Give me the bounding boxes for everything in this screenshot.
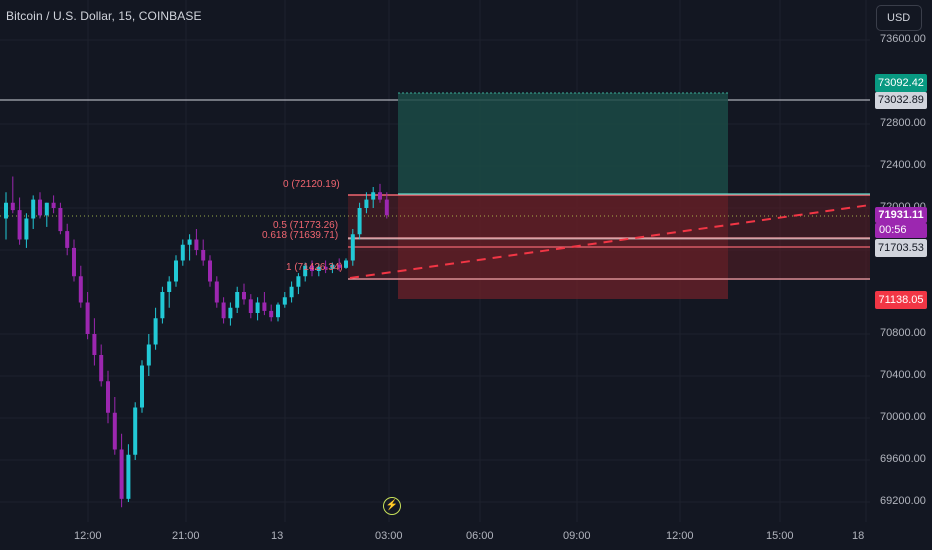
candle-body: [10, 202, 15, 211]
y-tick-label: 70800.00: [880, 327, 926, 339]
symbol-title[interactable]: Bitcoin / U.S. Dollar, 15, COINBASE: [6, 9, 202, 23]
candle-body: [201, 250, 206, 261]
candle-body: [364, 199, 369, 208]
candles: [4, 176, 389, 508]
candle-body: [262, 302, 267, 311]
fib-label-0: 0 (72120.19): [283, 179, 340, 190]
y-tick-label: 70400.00: [880, 369, 926, 381]
candle-body: [248, 299, 253, 313]
candle-body: [357, 208, 362, 235]
entry-price-tag: 71703.53: [875, 239, 927, 257]
x-tick-label: 12:00: [74, 530, 102, 542]
candle-body: [323, 266, 328, 269]
trend-line[interactable]: [349, 204, 871, 279]
target-price-tag: 73092.42: [875, 74, 927, 92]
candle-body: [17, 210, 22, 240]
candle-body: [344, 260, 348, 268]
y-tick-label: 70000.00: [880, 411, 926, 423]
candle-body: [106, 381, 110, 413]
candle-body: [214, 281, 219, 303]
candle-body: [316, 266, 321, 271]
candle-body: [255, 302, 260, 313]
candle-body: [350, 234, 355, 261]
candle-body: [296, 276, 301, 287]
y-tick-label: 69200.00: [880, 495, 926, 507]
candle-body: [289, 286, 294, 298]
candle-body: [384, 199, 389, 216]
candle-body: [44, 202, 49, 216]
lightning-icon[interactable]: ⚡: [383, 497, 401, 515]
countdown-tag: 00:56: [875, 223, 927, 238]
candle-body: [160, 292, 165, 319]
candle-body: [38, 199, 42, 216]
current-price-tag: 71931.11: [875, 207, 927, 223]
y-tick-label: 69600.00: [880, 453, 926, 465]
candle-body: [180, 244, 185, 261]
candle-body: [187, 239, 192, 245]
candle-body: [31, 199, 36, 219]
candle-body: [330, 264, 335, 269]
candle-body: [228, 307, 233, 319]
y-tick-label: 72400.00: [880, 159, 926, 171]
fib-label-1: 1 (71426.34): [286, 262, 343, 273]
candle-body: [119, 449, 124, 499]
candle-body: [99, 355, 104, 382]
y-tick-label: 73600.00: [880, 33, 926, 45]
stop-price-tag: 71138.05: [875, 291, 927, 309]
candle-body: [167, 281, 172, 292]
candle-body: [85, 302, 90, 334]
x-tick-label: 21:00: [172, 530, 200, 542]
candle-body: [371, 192, 376, 200]
candle-body: [112, 412, 117, 450]
y-tick-label: 72800.00: [880, 117, 926, 129]
x-tick-label: 15:00: [766, 530, 794, 542]
x-tick-label: 03:00: [375, 530, 403, 542]
candle-body: [276, 304, 280, 318]
candle-body: [337, 264, 342, 268]
candle-body: [269, 310, 274, 318]
candle-body: [65, 231, 70, 248]
candle-body: [310, 265, 314, 271]
candle-body: [194, 239, 199, 250]
candle-body: [146, 344, 151, 366]
candle-body: [51, 202, 56, 208]
x-tick-label: 06:00: [466, 530, 494, 542]
candle-body: [378, 192, 382, 200]
candle-body: [242, 292, 246, 300]
candle-body: [92, 334, 97, 355]
x-tick-label: 18: [852, 530, 865, 542]
fib-label-05: 0.5 (71773.26): [273, 220, 339, 231]
candle-body: [4, 202, 8, 219]
fib-label-0618: 0.618 (71639.71): [262, 230, 339, 241]
candle-body: [126, 454, 131, 499]
candle-body: [235, 292, 240, 308]
x-tick-label: 13: [271, 530, 284, 542]
target-zone[interactable]: [398, 93, 728, 195]
candle-body: [140, 365, 144, 408]
candle-body: [133, 407, 138, 455]
candle-body: [72, 247, 76, 277]
candle-body: [153, 318, 158, 345]
candle-body: [282, 297, 287, 305]
candle-body: [221, 302, 226, 319]
level-price-tag: 73032.89: [875, 92, 927, 109]
candle-body: [174, 260, 178, 282]
x-tick-label: 12:00: [666, 530, 694, 542]
candle-body: [58, 208, 63, 232]
x-tick-label: 09:00: [563, 530, 591, 542]
candle-body: [24, 218, 29, 240]
candle-body: [78, 276, 83, 303]
candle-body: [208, 260, 212, 282]
currency-button[interactable]: USD: [876, 5, 922, 31]
candle-body: [303, 265, 308, 277]
